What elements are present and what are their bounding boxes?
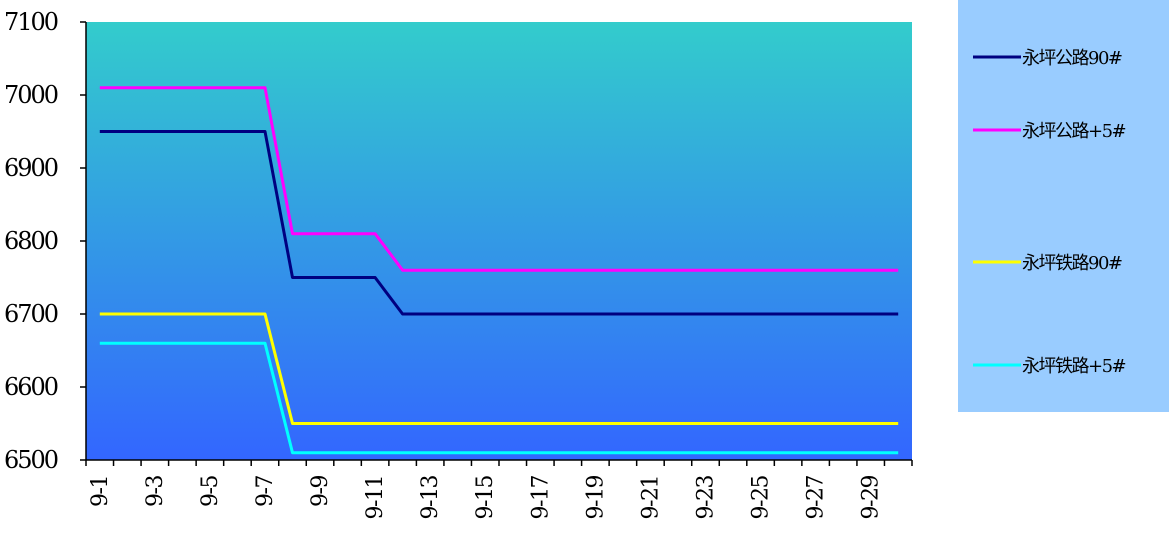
x-tick-label: 9-7 [253, 476, 278, 507]
x-tick-label: 9-17 [528, 476, 553, 520]
x-tick-label: 9-27 [804, 476, 829, 520]
series-line-3 [99, 312, 899, 425]
plot-area [86, 22, 912, 460]
series-line-1 [99, 130, 899, 316]
series-line-2 [99, 86, 899, 272]
x-tick-label: 9-25 [749, 476, 774, 520]
y-tick-label: 6500 [4, 446, 58, 474]
y-axis-ticks: 6500 6600 6700 6800 6900 7000 7100 [4, 8, 86, 474]
x-axis-ticks: 9-1 9-3 9-5 9-7 9-9 9-11 9-13 9-15 9-17 9-19 9-21 9… [85, 460, 913, 520]
legend-label-4: 永坪铁路+5# [1022, 356, 1126, 377]
y-tick-label: 6700 [4, 300, 58, 328]
series-lines [99, 86, 899, 455]
x-tick-label: 9-11 [363, 476, 388, 519]
x-tick-label: 9-3 [143, 476, 168, 507]
y-tick-label: 6900 [4, 154, 58, 182]
x-tick-label: 9-13 [418, 476, 443, 520]
x-tick-label: 9-5 [198, 476, 223, 507]
x-tick-label: 9-19 [583, 476, 608, 520]
y-tick-label: 6800 [4, 227, 58, 255]
x-tick-label: 9-23 [694, 476, 719, 520]
x-tick-label: 9-29 [859, 476, 884, 520]
y-tick-label: 7100 [4, 8, 58, 36]
legend-box [958, 0, 1169, 412]
series-line-4 [99, 341, 899, 455]
legend: 永坪公路90# 永坪公路+5# 永坪铁路90# 永坪铁路+5# [973, 48, 1127, 377]
x-tick-label: 9-9 [308, 476, 333, 507]
x-tick-label: 9-15 [473, 476, 498, 520]
y-tick-label: 7000 [4, 81, 58, 109]
x-tick-label: 9-1 [88, 476, 113, 507]
legend-label-1: 永坪公路90# [1022, 48, 1122, 69]
legend-label-3: 永坪铁路90# [1022, 253, 1122, 274]
y-tick-label: 6600 [4, 373, 58, 401]
x-tick-label: 9-21 [638, 476, 663, 519]
legend-label-2: 永坪公路+5# [1022, 121, 1126, 142]
